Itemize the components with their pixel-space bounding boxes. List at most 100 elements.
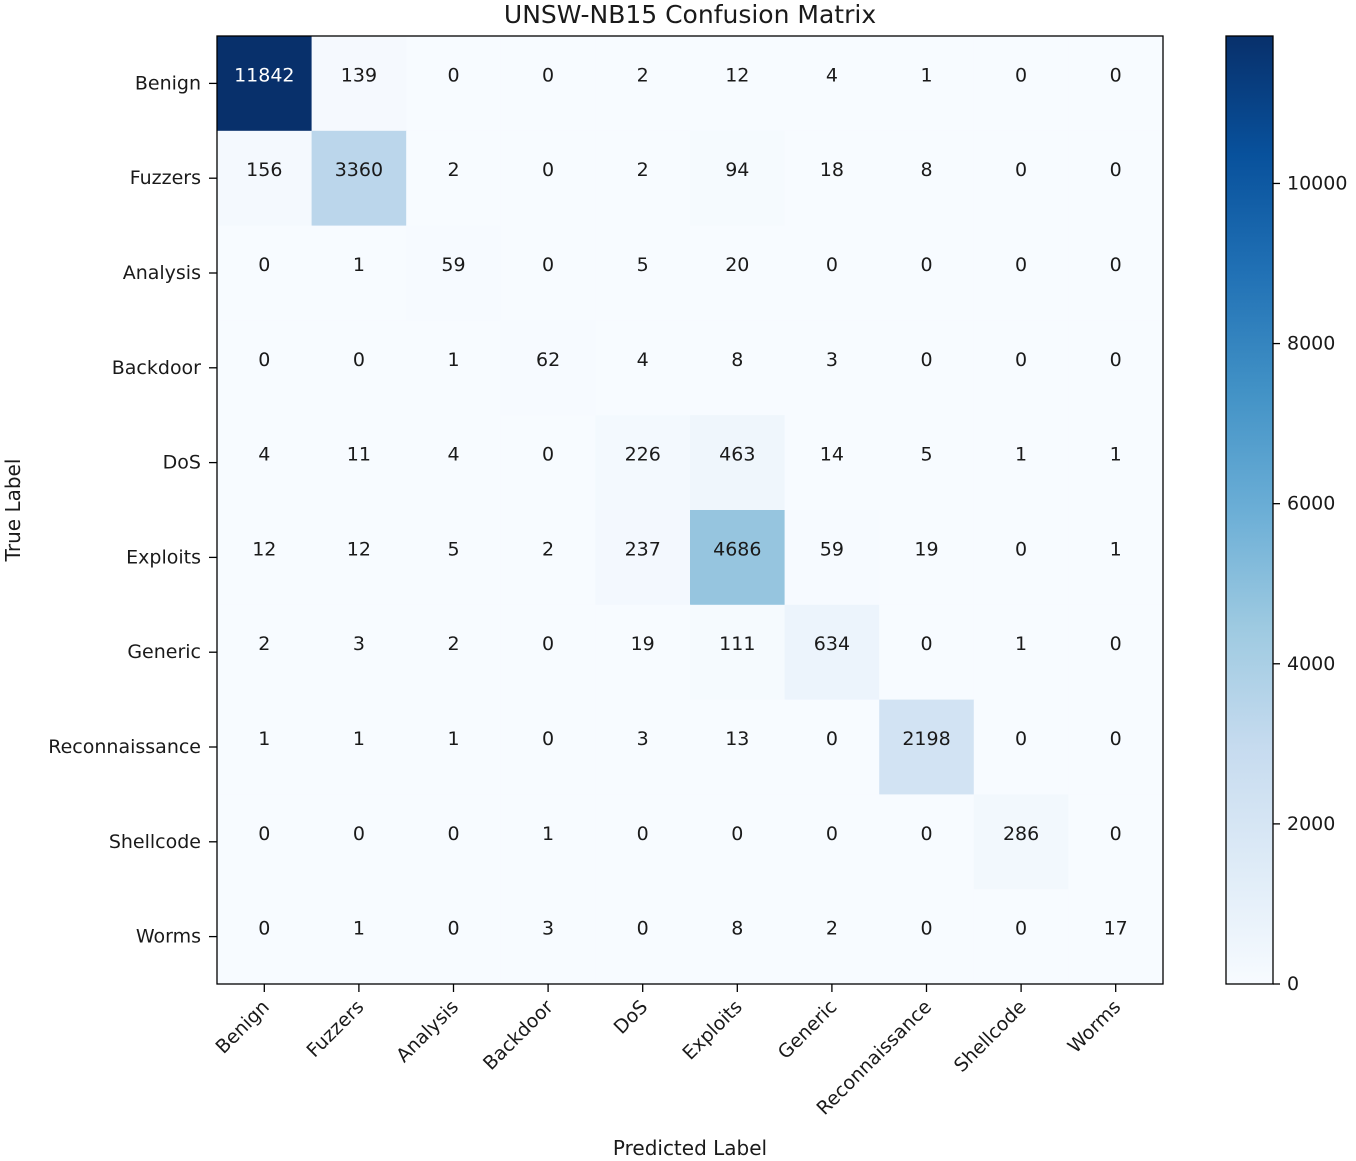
heatmap-cell: [784, 699, 880, 795]
cell-value-label: 111: [719, 633, 755, 655]
heatmap-cell: [595, 130, 691, 227]
cell-value-label: 139: [341, 64, 377, 86]
cell-value-label: 0: [353, 823, 365, 845]
cell-value-label: 0: [1015, 538, 1027, 560]
cell-value-label: 463: [719, 444, 755, 466]
heatmap-cell: [1068, 889, 1164, 985]
cell-value-label: 5: [637, 254, 649, 276]
cell-value-label: 1: [920, 64, 932, 86]
y-tick-label: Worms: [136, 926, 201, 948]
heatmap-cell: [1068, 415, 1164, 511]
heatmap-cell: [784, 604, 880, 701]
cell-value-label: 20: [725, 254, 749, 276]
colorbar-tick-label: 4000: [1287, 653, 1335, 675]
cell-value-label: 17: [1104, 918, 1128, 940]
cell-value-label: 0: [542, 254, 554, 276]
heatmap-cell: [217, 415, 313, 511]
heatmap-cell: [406, 320, 502, 416]
x-tick-label: Analysis: [392, 996, 463, 1067]
heatmap-cell: [690, 604, 786, 701]
cell-value-label: 1: [1110, 538, 1122, 560]
heatmap-cell: [500, 699, 596, 795]
cell-value-label: 0: [637, 823, 649, 845]
heatmap-cell: [1068, 604, 1164, 701]
heatmap-cell: [217, 320, 313, 416]
x-tick-label: Exploits: [678, 996, 746, 1064]
cell-value-label: 0: [447, 823, 459, 845]
cell-value-label: 1: [353, 254, 365, 276]
heatmap-cell: [1068, 794, 1164, 890]
y-tick-label: Backdoor: [112, 357, 201, 379]
x-tick-label: Backdoor: [479, 996, 558, 1075]
cell-value-label: 0: [258, 918, 270, 940]
chart-title: UNSW-NB15 Confusion Matrix: [504, 0, 876, 29]
heatmap-cell: [500, 794, 596, 890]
heatmap-cell: [217, 225, 313, 321]
cell-value-label: 0: [258, 823, 270, 845]
cell-value-label: 1: [258, 728, 270, 750]
cell-value-label: 0: [1110, 254, 1122, 276]
cell-value-label: 8: [731, 349, 743, 371]
cell-value-label: 1: [1110, 444, 1122, 466]
y-tick-label: Fuzzers: [130, 167, 201, 189]
heatmap-cell: [690, 320, 786, 416]
cell-value-label: 4: [258, 444, 270, 466]
heatmap-cell: [595, 699, 691, 795]
heatmap-cell: [879, 130, 975, 227]
y-tick-label: Benign: [135, 72, 201, 94]
cell-value-label: 0: [1110, 728, 1122, 750]
heatmap-cell: [784, 794, 880, 890]
cell-value-label: 1: [542, 823, 554, 845]
heatmap-cell: [690, 510, 786, 606]
heatmap-cell: [690, 794, 786, 890]
heatmap-cell: [784, 415, 880, 511]
y-tick-label: Analysis: [123, 262, 201, 284]
cell-value-label: 0: [637, 918, 649, 940]
cell-value-label: 1: [1015, 633, 1027, 655]
cell-value-label: 0: [920, 254, 932, 276]
cell-value-label: 0: [353, 349, 365, 371]
heatmap-cell: [595, 889, 691, 985]
cell-value-label: 4: [826, 64, 838, 86]
cell-value-label: 1: [447, 728, 459, 750]
y-axis-ticks: Benign Fuzzers Analysis Backdoor DoS Exploits…: [48, 72, 217, 948]
cell-value-label: 11842: [234, 64, 294, 86]
cell-value-label: 3: [353, 633, 365, 655]
heatmap-cell: [784, 320, 880, 416]
heatmap-cell: [879, 604, 975, 701]
cell-value-label: 1: [447, 349, 459, 371]
cell-value-label: 8: [731, 918, 743, 940]
heatmap-cell: [311, 225, 407, 321]
cell-value-label: 0: [542, 444, 554, 466]
heatmap-cell: [690, 36, 786, 132]
heatmap-cell: [406, 36, 502, 132]
heatmap-cell: [217, 604, 313, 701]
cell-value-label: 0: [920, 823, 932, 845]
cell-value-label: 94: [725, 159, 749, 181]
cell-value-label: 237: [625, 538, 661, 560]
cell-value-label: 0: [447, 64, 459, 86]
x-tick-label: Fuzzers: [302, 996, 368, 1062]
cell-value-label: 2198: [902, 728, 950, 750]
cell-value-label: 0: [542, 159, 554, 181]
heatmap-cell: [690, 699, 786, 795]
heatmap-cell: [690, 415, 786, 511]
cell-value-label: 3360: [335, 159, 383, 181]
heatmap-cell: [500, 889, 596, 985]
heatmap-cell: [784, 130, 880, 227]
plot-frame: [216, 35, 1164, 985]
cell-value-label: 1: [353, 728, 365, 750]
heatmap-cell: [879, 889, 975, 985]
heatmap-cell: [217, 794, 313, 890]
cell-value-label: 0: [826, 823, 838, 845]
colorbar-tick-label: 2000: [1287, 813, 1335, 835]
cell-value-label: 11: [347, 444, 371, 466]
heatmap-cell: [595, 225, 691, 321]
heatmap-cell: [973, 130, 1069, 227]
cell-value-label: 12: [252, 538, 276, 560]
heatmap-cell: [595, 794, 691, 890]
cell-value-label: 0: [731, 823, 743, 845]
cell-value-label: 634: [814, 633, 850, 655]
heatmap-cell: [879, 415, 975, 511]
